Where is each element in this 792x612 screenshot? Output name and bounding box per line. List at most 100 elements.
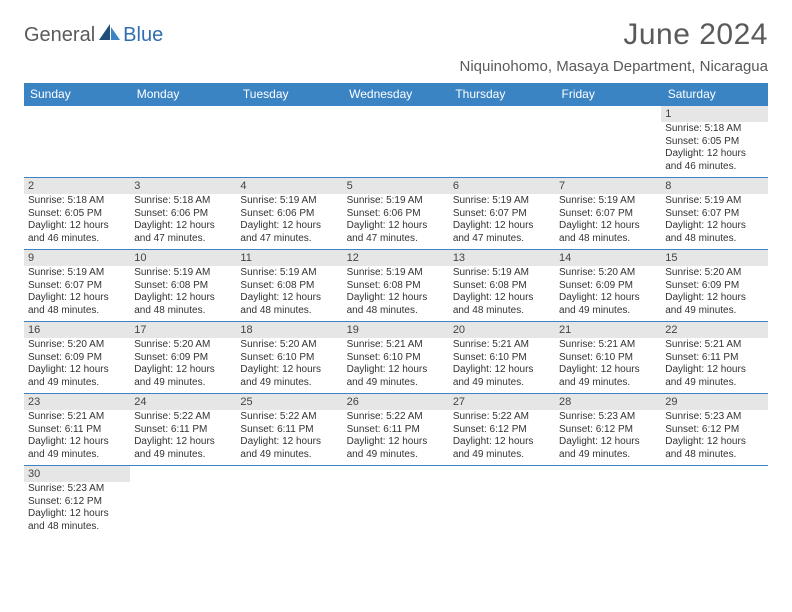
daylight-line-2: and 47 minutes. (453, 233, 551, 246)
calendar-cell: 20Sunrise: 5:21 AMSunset: 6:10 PMDayligh… (449, 322, 555, 394)
daylight-line-2: and 48 minutes. (665, 233, 763, 246)
sunset-line: Sunset: 6:10 PM (240, 352, 338, 365)
calendar-cell: 10Sunrise: 5:19 AMSunset: 6:08 PMDayligh… (130, 250, 236, 322)
calendar-week-row: 16Sunrise: 5:20 AMSunset: 6:09 PMDayligh… (24, 322, 768, 394)
sunset-line: Sunset: 6:10 PM (347, 352, 445, 365)
day-header: Thursday (449, 83, 555, 106)
sunrise-line: Sunrise: 5:19 AM (347, 195, 445, 208)
calendar-cell: 29Sunrise: 5:23 AMSunset: 6:12 PMDayligh… (661, 394, 767, 466)
sunset-line: Sunset: 6:09 PM (665, 280, 763, 293)
day-detail: Sunrise: 5:19 AMSunset: 6:06 PMDaylight:… (343, 194, 449, 247)
sunset-line: Sunset: 6:09 PM (134, 352, 232, 365)
daylight-line-2: and 49 minutes. (28, 449, 126, 462)
calendar-table: Sunday Monday Tuesday Wednesday Thursday… (24, 83, 768, 538)
day-detail: Sunrise: 5:22 AMSunset: 6:11 PMDaylight:… (343, 410, 449, 463)
daylight-line-1: Daylight: 12 hours (665, 436, 763, 449)
day-number: 11 (236, 250, 342, 266)
day-detail: Sunrise: 5:18 AMSunset: 6:05 PMDaylight:… (661, 122, 767, 175)
day-detail: Sunrise: 5:19 AMSunset: 6:08 PMDaylight:… (449, 266, 555, 319)
sunrise-line: Sunrise: 5:20 AM (28, 339, 126, 352)
day-number: 10 (130, 250, 236, 266)
day-number: 27 (449, 394, 555, 410)
calendar-cell: 18Sunrise: 5:20 AMSunset: 6:10 PMDayligh… (236, 322, 342, 394)
daylight-line-2: and 49 minutes. (240, 377, 338, 390)
sunset-line: Sunset: 6:11 PM (134, 424, 232, 437)
day-number: 21 (555, 322, 661, 338)
sunset-line: Sunset: 6:06 PM (240, 208, 338, 221)
sunrise-line: Sunrise: 5:20 AM (134, 339, 232, 352)
sunset-line: Sunset: 6:07 PM (28, 280, 126, 293)
day-number: 5 (343, 178, 449, 194)
daylight-line-2: and 46 minutes. (665, 161, 763, 174)
day-number: 23 (24, 394, 130, 410)
calendar-cell: 3Sunrise: 5:18 AMSunset: 6:06 PMDaylight… (130, 178, 236, 250)
day-detail: Sunrise: 5:20 AMSunset: 6:09 PMDaylight:… (130, 338, 236, 391)
daylight-line-1: Daylight: 12 hours (240, 364, 338, 377)
calendar-cell (449, 106, 555, 178)
sunset-line: Sunset: 6:11 PM (28, 424, 126, 437)
calendar-cell: 25Sunrise: 5:22 AMSunset: 6:11 PMDayligh… (236, 394, 342, 466)
sunrise-line: Sunrise: 5:19 AM (240, 195, 338, 208)
sunrise-line: Sunrise: 5:19 AM (347, 267, 445, 280)
page-header: General Blue June 2024 Niquinohomo, Masa… (24, 18, 768, 75)
daylight-line-1: Daylight: 12 hours (347, 292, 445, 305)
sunrise-line: Sunrise: 5:20 AM (665, 267, 763, 280)
logo-text-1: General (24, 24, 95, 47)
sunrise-line: Sunrise: 5:22 AM (134, 411, 232, 424)
day-number: 2 (24, 178, 130, 194)
calendar-cell (343, 466, 449, 538)
calendar-cell: 4Sunrise: 5:19 AMSunset: 6:06 PMDaylight… (236, 178, 342, 250)
sunrise-line: Sunrise: 5:21 AM (28, 411, 126, 424)
calendar-cell: 24Sunrise: 5:22 AMSunset: 6:11 PMDayligh… (130, 394, 236, 466)
day-number: 4 (236, 178, 342, 194)
calendar-cell: 14Sunrise: 5:20 AMSunset: 6:09 PMDayligh… (555, 250, 661, 322)
daylight-line-2: and 49 minutes. (347, 377, 445, 390)
calendar-cell (555, 466, 661, 538)
calendar-cell (555, 106, 661, 178)
sunrise-line: Sunrise: 5:20 AM (240, 339, 338, 352)
sunset-line: Sunset: 6:09 PM (28, 352, 126, 365)
day-detail: Sunrise: 5:20 AMSunset: 6:09 PMDaylight:… (555, 266, 661, 319)
daylight-line-2: and 48 minutes. (28, 521, 126, 534)
sunrise-line: Sunrise: 5:21 AM (347, 339, 445, 352)
sunrise-line: Sunrise: 5:22 AM (347, 411, 445, 424)
calendar-week-row: 30Sunrise: 5:23 AMSunset: 6:12 PMDayligh… (24, 466, 768, 538)
daylight-line-2: and 47 minutes. (240, 233, 338, 246)
day-number: 20 (449, 322, 555, 338)
calendar-cell: 12Sunrise: 5:19 AMSunset: 6:08 PMDayligh… (343, 250, 449, 322)
calendar-cell: 21Sunrise: 5:21 AMSunset: 6:10 PMDayligh… (555, 322, 661, 394)
sunset-line: Sunset: 6:12 PM (559, 424, 657, 437)
day-detail: Sunrise: 5:23 AMSunset: 6:12 PMDaylight:… (24, 482, 130, 535)
sunset-line: Sunset: 6:07 PM (665, 208, 763, 221)
day-detail: Sunrise: 5:20 AMSunset: 6:10 PMDaylight:… (236, 338, 342, 391)
daylight-line-2: and 48 minutes. (240, 305, 338, 318)
calendar-cell: 30Sunrise: 5:23 AMSunset: 6:12 PMDayligh… (24, 466, 130, 538)
daylight-line-2: and 48 minutes. (28, 305, 126, 318)
sunset-line: Sunset: 6:09 PM (559, 280, 657, 293)
daylight-line-1: Daylight: 12 hours (134, 220, 232, 233)
calendar-cell: 16Sunrise: 5:20 AMSunset: 6:09 PMDayligh… (24, 322, 130, 394)
calendar-cell (449, 466, 555, 538)
calendar-cell: 27Sunrise: 5:22 AMSunset: 6:12 PMDayligh… (449, 394, 555, 466)
daylight-line-1: Daylight: 12 hours (134, 364, 232, 377)
calendar-cell: 23Sunrise: 5:21 AMSunset: 6:11 PMDayligh… (24, 394, 130, 466)
sunrise-line: Sunrise: 5:22 AM (240, 411, 338, 424)
day-detail: Sunrise: 5:19 AMSunset: 6:07 PMDaylight:… (555, 194, 661, 247)
calendar-cell (236, 466, 342, 538)
day-detail: Sunrise: 5:18 AMSunset: 6:05 PMDaylight:… (24, 194, 130, 247)
sunrise-line: Sunrise: 5:23 AM (559, 411, 657, 424)
sunset-line: Sunset: 6:06 PM (134, 208, 232, 221)
calendar-cell (24, 106, 130, 178)
sunrise-line: Sunrise: 5:19 AM (665, 195, 763, 208)
calendar-cell: 22Sunrise: 5:21 AMSunset: 6:11 PMDayligh… (661, 322, 767, 394)
calendar-cell: 13Sunrise: 5:19 AMSunset: 6:08 PMDayligh… (449, 250, 555, 322)
sunset-line: Sunset: 6:12 PM (453, 424, 551, 437)
sunset-line: Sunset: 6:08 PM (134, 280, 232, 293)
day-header: Saturday (661, 83, 767, 106)
day-header: Monday (130, 83, 236, 106)
calendar-cell: 19Sunrise: 5:21 AMSunset: 6:10 PMDayligh… (343, 322, 449, 394)
sunrise-line: Sunrise: 5:19 AM (240, 267, 338, 280)
daylight-line-2: and 49 minutes. (134, 449, 232, 462)
title-block: June 2024 Niquinohomo, Masaya Department… (460, 18, 769, 75)
calendar-cell: 6Sunrise: 5:19 AMSunset: 6:07 PMDaylight… (449, 178, 555, 250)
